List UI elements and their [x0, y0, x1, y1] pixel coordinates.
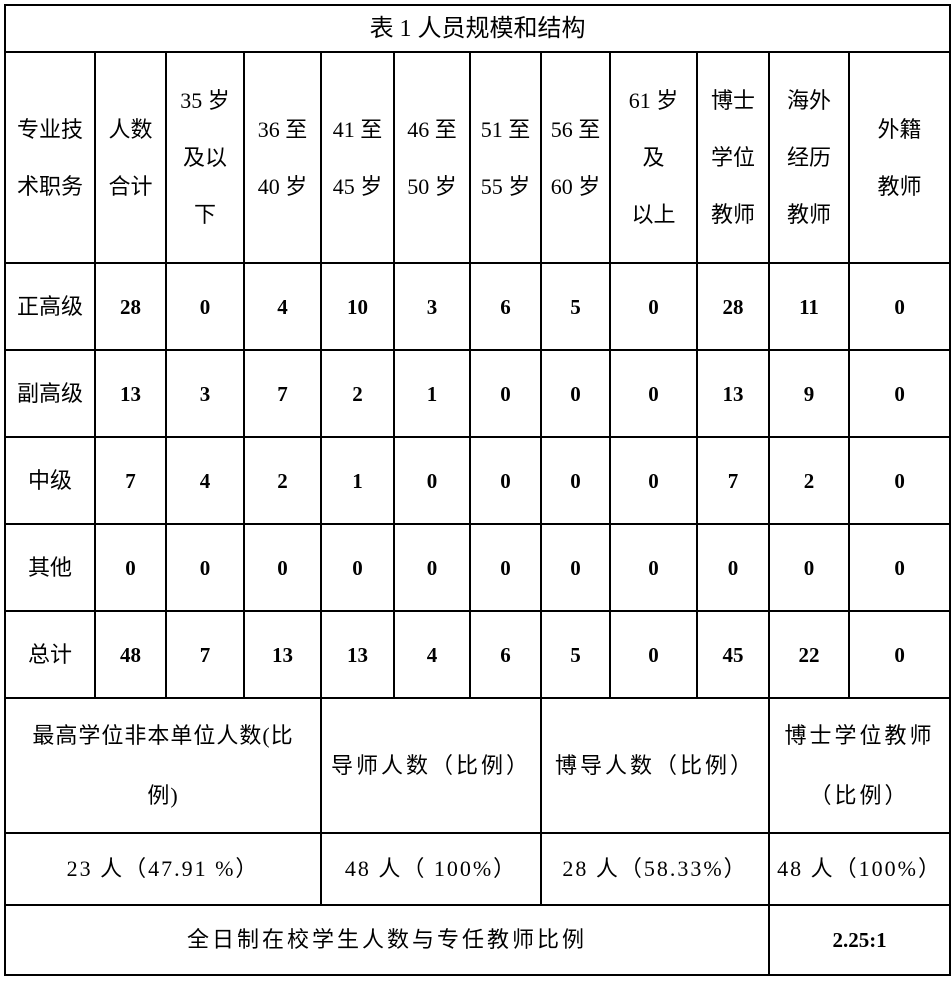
table-cell: 0	[320, 523, 395, 612]
table-row: 其他 0 0 0 0 0 0 0 0 0 0 0	[4, 523, 952, 612]
table-cell: 22	[768, 610, 850, 699]
table-cell: 0	[609, 436, 698, 525]
row-label: 总计	[4, 610, 96, 699]
column-header: 36 至 40 岁	[243, 51, 322, 264]
table-cell: 13	[696, 349, 770, 438]
ratio-label: 全日制在校学生人数与专任教师比例	[4, 904, 770, 976]
table-cell: 0	[768, 523, 850, 612]
table-cell: 0	[243, 523, 322, 612]
summary-header-row: 最高学位非本单位人数(比 例) 导师人数（比例） 博导人数（比例） 博士学位教师 （比…	[4, 697, 952, 834]
summary-header: 最高学位非本单位人数(比 例)	[4, 697, 322, 834]
table-cell: 0	[165, 523, 245, 612]
table-cell: 5	[540, 610, 611, 699]
summary-value: 48 人（ 100%）	[320, 832, 542, 906]
table-cell: 0	[540, 436, 611, 525]
table-cell: 0	[696, 523, 770, 612]
table-cell: 0	[609, 349, 698, 438]
column-header: 博士 学位 教师	[696, 51, 770, 264]
column-header: 51 至 55 岁	[469, 51, 542, 264]
table-cell: 3	[393, 262, 471, 351]
table-cell: 0	[847, 262, 952, 351]
table-row: 副高级 13 3 7 2 1 0 0 0 13 9 0	[4, 349, 952, 438]
summary-value-row: 23 人（47.91 %） 48 人（ 100%） 28 人（58.33%） 48 人…	[4, 832, 952, 906]
table-cell: 2	[320, 349, 395, 438]
table-cell: 6	[469, 262, 542, 351]
table-row: 中级 7 4 2 1 0 0 0 0 7 2 0	[4, 436, 952, 525]
column-header: 61 岁 及 以上	[609, 51, 698, 264]
table-cell: 7	[94, 436, 167, 525]
table-cell: 7	[696, 436, 770, 525]
table-cell: 2	[768, 436, 850, 525]
ratio-row: 全日制在校学生人数与专任教师比例 2.25:1	[4, 904, 952, 976]
table-cell: 45	[696, 610, 770, 699]
row-label: 正高级	[4, 262, 96, 351]
table-cell: 0	[847, 349, 952, 438]
table-cell: 13	[94, 349, 167, 438]
table-cell: 10	[320, 262, 395, 351]
table-cell: 3	[165, 349, 245, 438]
table-cell: 0	[847, 523, 952, 612]
summary-value: 48 人（100%）	[767, 832, 952, 906]
table-cell: 0	[540, 523, 611, 612]
table-cell: 11	[768, 262, 850, 351]
column-header: 外籍 教师	[847, 51, 952, 264]
summary-header: 博导人数（比例）	[540, 697, 770, 834]
table-cell: 0	[393, 436, 471, 525]
table-row: 总计 48 7 13 13 4 6 5 0 45 22 0	[4, 610, 952, 699]
table-title: 表 1 人员规模和结构	[3, 4, 952, 53]
column-header: 人数 合计	[94, 51, 167, 264]
table-cell: 0	[94, 523, 167, 612]
table-cell: 9	[768, 349, 850, 438]
row-label: 中级	[4, 436, 96, 525]
table-cell: 0	[847, 610, 952, 699]
table-cell: 28	[94, 262, 167, 351]
table-cell: 0	[165, 262, 245, 351]
column-header: 56 至 60 岁	[540, 51, 611, 264]
column-header: 专业技 术职务	[4, 51, 96, 264]
table-cell: 0	[609, 262, 698, 351]
column-header: 41 至 45 岁	[320, 51, 395, 264]
table-cell: 0	[469, 349, 542, 438]
summary-header: 博士学位教师 （比例）	[767, 697, 952, 834]
table-cell: 7	[243, 349, 322, 438]
table-cell: 13	[243, 610, 322, 699]
table-cell: 1	[320, 436, 395, 525]
table-cell: 4	[393, 610, 471, 699]
table-cell: 4	[243, 262, 322, 351]
table-cell: 0	[469, 523, 542, 612]
ratio-value: 2.25:1	[767, 904, 952, 976]
table-cell: 28	[696, 262, 770, 351]
summary-value: 28 人（58.33%）	[540, 832, 770, 906]
table-cell: 5	[540, 262, 611, 351]
table-cell: 0	[540, 349, 611, 438]
row-label: 副高级	[4, 349, 96, 438]
table-cell: 0	[469, 436, 542, 525]
table-cell: 13	[320, 610, 395, 699]
table-cell: 4	[165, 436, 245, 525]
column-header: 35 岁 及以 下	[165, 51, 245, 264]
summary-header: 导师人数（比例）	[320, 697, 542, 834]
staff-structure-table: 表 1 人员规模和结构 专业技 术职务 人数 合计 35 岁 及以 下 36 至 40…	[3, 4, 952, 976]
summary-value: 23 人（47.91 %）	[4, 832, 322, 906]
table-cell: 0	[393, 523, 471, 612]
row-label: 其他	[4, 523, 96, 612]
table-cell: 0	[847, 436, 952, 525]
table-cell: 0	[609, 523, 698, 612]
table-cell: 48	[94, 610, 167, 699]
table-cell: 1	[393, 349, 471, 438]
table-cell: 0	[609, 610, 698, 699]
column-header: 海外 经历 教师	[768, 51, 850, 264]
column-header: 46 至 50 岁	[393, 51, 471, 264]
table-cell: 6	[469, 610, 542, 699]
table-cell: 7	[165, 610, 245, 699]
table-row: 正高级 28 0 4 10 3 6 5 0 28 11 0	[4, 262, 952, 351]
table-cell: 2	[243, 436, 322, 525]
